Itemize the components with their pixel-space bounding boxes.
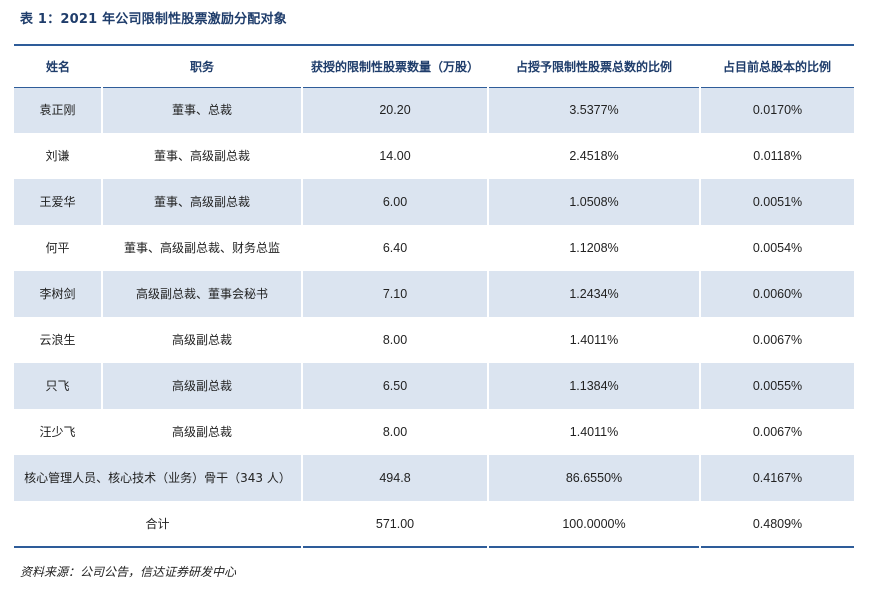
cell-ratio-total: 0.0054% bbox=[699, 225, 854, 271]
cell-position: 高级副总裁 bbox=[101, 317, 302, 363]
cell-total-label: 合计 bbox=[145, 516, 170, 531]
incentive-table: 姓名 职务 获授的限制性股票数量（万股） 占授予限制性股票总数的比例 占目前总股… bbox=[14, 44, 854, 548]
cell-ratio-total: 0.0051% bbox=[699, 179, 854, 225]
cell-ratio-grant: 1.4011% bbox=[487, 409, 700, 455]
cell-name: 只飞 bbox=[14, 363, 102, 409]
header-row: 姓名 职务 获授的限制性股票数量（万股） 占授予限制性股票总数的比例 占目前总股… bbox=[14, 45, 854, 87]
table-row: 李树剑 高级副总裁、董事会秘书 7.10 1.2434% 0.0060% bbox=[14, 271, 854, 317]
cell-ratio-grant: 3.5377% bbox=[487, 87, 700, 133]
cell-ratio-grant: 1.1384% bbox=[487, 363, 700, 409]
table-title: 表 1：2021 年公司限制性股票激励分配对象 bbox=[20, 12, 287, 27]
cell-shares: 7.10 bbox=[301, 271, 488, 317]
cell-name: 何平 bbox=[45, 241, 70, 255]
cell-name: 刘谦 bbox=[45, 149, 70, 163]
cell-name: 汪少飞 bbox=[39, 425, 76, 439]
cell-ratio-grant: 1.2434% bbox=[487, 271, 700, 317]
table-row: 袁正刚 董事、总裁 20.20 3.5377% 0.0170% bbox=[14, 87, 854, 133]
cell-shares: 20.20 bbox=[301, 87, 488, 133]
cell-position: 董事、总裁 bbox=[101, 87, 302, 133]
cell-ratio-grant: 100.0000% bbox=[487, 501, 700, 547]
cell-ratio-total: 0.4167% bbox=[699, 455, 854, 501]
cell-ratio-total: 0.0118% bbox=[699, 133, 854, 179]
cell-ratio-total: 0.0055% bbox=[699, 363, 854, 409]
core-staff-row: 核心管理人员、核心技术（业务）骨干（343 人） 494.8 86.6550% … bbox=[14, 455, 854, 501]
cell-name: 袁正刚 bbox=[14, 87, 102, 133]
header-name: 姓名 bbox=[45, 59, 70, 74]
table-row: 何平 董事、高级副总裁、财务总监 6.40 1.1208% 0.0054% bbox=[14, 225, 854, 271]
cell-ratio-total: 0.0067% bbox=[699, 317, 854, 363]
total-row: 合计 571.00 100.0000% 0.4809% bbox=[14, 501, 854, 547]
header-ratio-total: 占目前总股本的比例 bbox=[722, 59, 831, 74]
table-row: 只飞 高级副总裁 6.50 1.1384% 0.0055% bbox=[14, 363, 854, 409]
cell-ratio-grant: 1.0508% bbox=[487, 179, 700, 225]
cell-ratio-total: 0.0060% bbox=[699, 271, 854, 317]
cell-ratio-grant: 1.1208% bbox=[487, 225, 700, 271]
cell-position: 高级副总裁、董事会秘书 bbox=[101, 271, 302, 317]
cell-ratio-grant: 1.4011% bbox=[487, 317, 700, 363]
cell-shares: 6.50 bbox=[301, 363, 488, 409]
cell-shares: 8.00 bbox=[301, 409, 488, 455]
table-row: 王爱华 董事、高级副总裁 6.00 1.0508% 0.0051% bbox=[14, 179, 854, 225]
header-position: 职务 bbox=[189, 59, 214, 74]
cell-position: 高级副总裁 bbox=[101, 363, 302, 409]
cell-ratio-grant: 86.6550% bbox=[487, 455, 700, 501]
cell-shares: 14.00 bbox=[301, 133, 488, 179]
cell-ratio-grant: 2.4518% bbox=[487, 133, 700, 179]
cell-ratio-total: 0.0170% bbox=[699, 87, 854, 133]
source-note: 资料来源：公司公告，信达证券研发中心 bbox=[20, 565, 237, 579]
cell-shares: 6.00 bbox=[301, 179, 488, 225]
cell-name: 云浪生 bbox=[39, 333, 76, 347]
cell-ratio-total: 0.0067% bbox=[699, 409, 854, 455]
cell-shares: 494.8 bbox=[301, 455, 488, 501]
table-body: 袁正刚 董事、总裁 20.20 3.5377% 0.0170% 刘谦 董事、高级… bbox=[14, 87, 854, 547]
table-row: 刘谦 董事、高级副总裁 14.00 2.4518% 0.0118% bbox=[14, 133, 854, 179]
cell-position: 董事、高级副总裁 bbox=[101, 179, 302, 225]
cell-core-label: 核心管理人员、核心技术（业务）骨干（343 人） bbox=[14, 455, 302, 501]
table-row: 云浪生 高级副总裁 8.00 1.4011% 0.0067% bbox=[14, 317, 854, 363]
cell-shares: 571.00 bbox=[301, 501, 488, 547]
cell-ratio-total: 0.4809% bbox=[699, 501, 854, 547]
cell-name: 王爱华 bbox=[14, 179, 102, 225]
cell-position: 高级副总裁 bbox=[101, 409, 302, 455]
cell-position: 董事、高级副总裁、财务总监 bbox=[101, 225, 302, 271]
header-shares: 获授的限制性股票数量（万股） bbox=[310, 59, 479, 74]
table-header: 姓名 职务 获授的限制性股票数量（万股） 占授予限制性股票总数的比例 占目前总股… bbox=[14, 45, 854, 87]
header-ratio-grant: 占授予限制性股票总数的比例 bbox=[515, 59, 672, 74]
cell-name: 李树剑 bbox=[14, 271, 102, 317]
cell-shares: 8.00 bbox=[301, 317, 488, 363]
table-row: 汪少飞 高级副总裁 8.00 1.4011% 0.0067% bbox=[14, 409, 854, 455]
cell-position: 董事、高级副总裁 bbox=[101, 133, 302, 179]
cell-shares: 6.40 bbox=[301, 225, 488, 271]
